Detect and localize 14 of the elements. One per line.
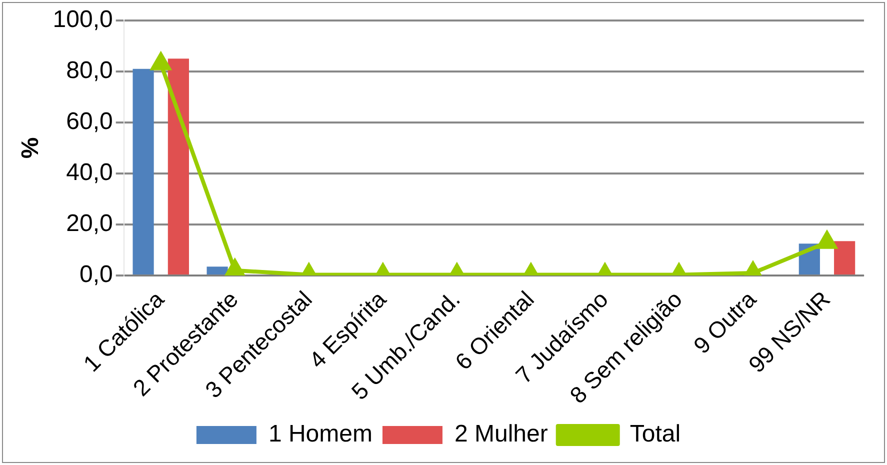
legend-label: Total (630, 420, 681, 448)
y-tick-label: 60,0 (66, 108, 113, 136)
legend-label: 2 Mulher (454, 420, 548, 448)
legend-label: 1 Homem (268, 420, 372, 448)
y-tick-label: 20,0 (66, 210, 113, 238)
bar (132, 68, 154, 275)
bar (834, 241, 856, 275)
y-tick-label: 100,0 (52, 6, 113, 34)
y-tick-label: 0,0 (79, 261, 113, 288)
bar (206, 266, 228, 275)
y-tick-label: 80,0 (66, 57, 113, 84)
y-axis-title: % (17, 137, 44, 159)
y-tick-label: 40,0 (66, 159, 113, 186)
bar (168, 58, 189, 275)
